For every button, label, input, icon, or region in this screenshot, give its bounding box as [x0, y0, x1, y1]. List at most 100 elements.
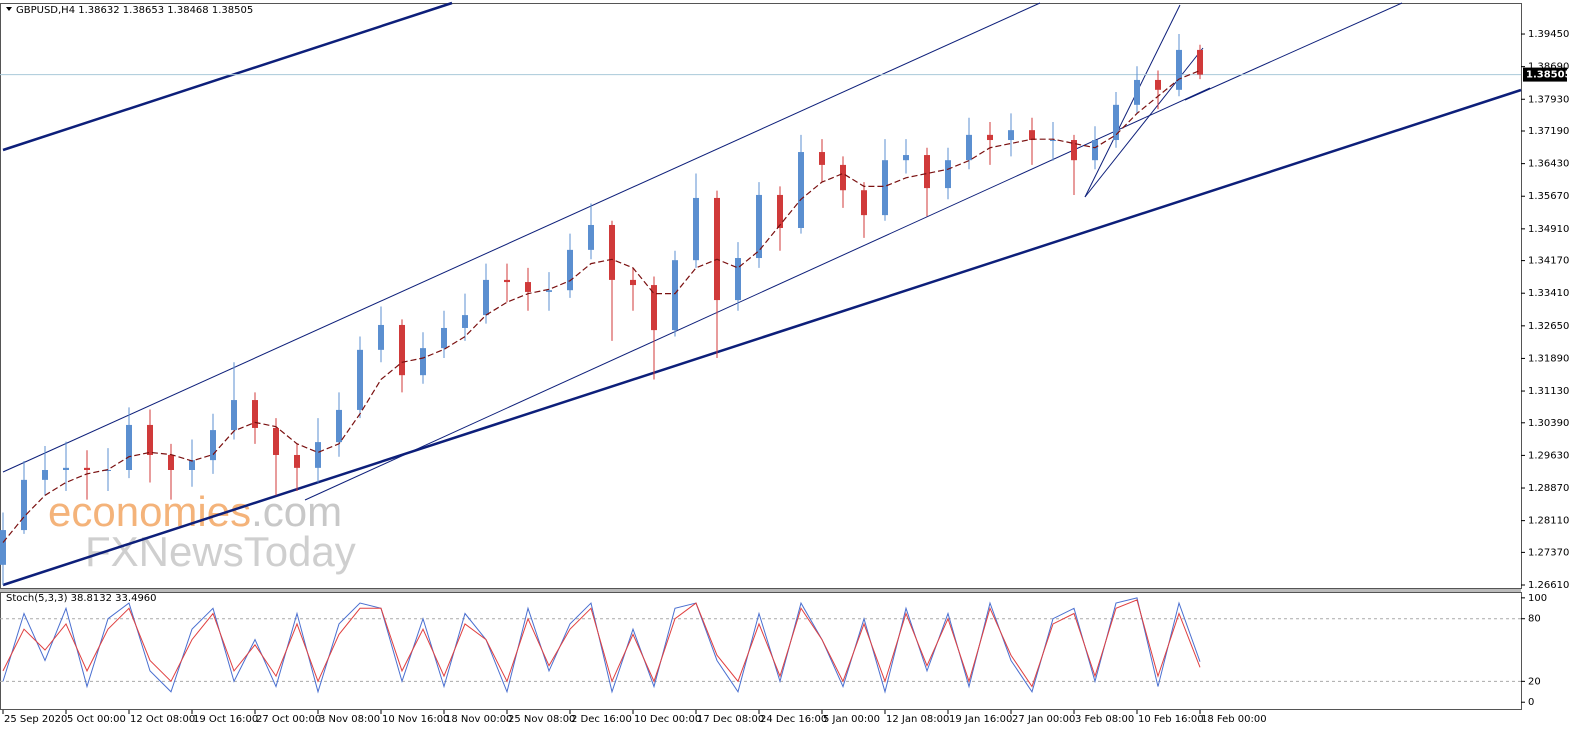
candle-body — [168, 454, 174, 470]
stoch-line — [2, 599, 1201, 688]
price-label: 1.38505 — [1526, 70, 1572, 81]
watermark: economies.com — [48, 488, 342, 535]
y-tick-label: 1.31890 — [1528, 353, 1569, 364]
candle-body — [1092, 140, 1098, 161]
candle-body — [588, 224, 594, 250]
candle-body — [1113, 104, 1119, 141]
candle-body — [126, 424, 132, 470]
y-tick-label: 1.39450 — [1528, 29, 1569, 40]
menu-arrow[interactable] — [6, 7, 12, 11]
candle-body — [105, 469, 111, 471]
separator — [0, 589, 1521, 592]
x-tick-label: 19 Jan 16:00 — [949, 714, 1012, 725]
trendline — [1184, 2, 1403, 101]
candle-body — [903, 155, 909, 161]
y-tick-label: 20 — [1528, 676, 1541, 687]
candle-body — [861, 190, 867, 216]
x-tick-label: 10 Feb 16:00 — [1138, 714, 1204, 725]
candle-body — [945, 160, 951, 189]
candle-body — [147, 424, 153, 455]
candle-body — [1134, 79, 1140, 105]
y-tick-label: 100 — [1528, 593, 1547, 604]
x-tick-label: 19 Oct 16:00 — [193, 714, 258, 725]
candle-body — [840, 164, 846, 191]
candle-body — [546, 290, 552, 292]
y-tick-label: 1.38690 — [1528, 62, 1569, 73]
candle-body — [924, 155, 930, 189]
candle-body — [609, 224, 615, 280]
candle-body — [441, 327, 447, 349]
y-tick-label: 80 — [1528, 614, 1541, 625]
candle-body — [756, 194, 762, 259]
x-tick-label: 5 Oct 00:00 — [67, 714, 126, 725]
candle-body — [882, 160, 888, 216]
x-tick-label: 17 Dec 08:00 — [697, 714, 764, 725]
candle-body — [315, 442, 321, 468]
trendline — [2, 88, 1522, 587]
candle-body — [1071, 140, 1077, 161]
candle-body — [63, 467, 69, 470]
y-tick-label: 1.28870 — [1528, 483, 1569, 494]
candle-body — [483, 279, 489, 316]
price-label-box — [1523, 67, 1567, 82]
y-tick-label: 1.37190 — [1528, 126, 1569, 137]
trendline — [1084, 47, 1204, 198]
candle-body — [42, 469, 48, 480]
y-tick-label: 1.37930 — [1528, 94, 1569, 105]
candle-body — [1197, 49, 1203, 75]
candle-body — [84, 467, 90, 470]
candle-body — [525, 282, 531, 292]
watermark-part: .com — [251, 488, 342, 535]
candle-body — [735, 258, 741, 301]
candle-body — [651, 285, 657, 331]
candle-body — [672, 260, 678, 331]
x-tick-label: 25 Nov 08:00 — [508, 714, 575, 725]
candle-body — [252, 400, 258, 428]
x-tick-label: 18 Feb 00:00 — [1201, 714, 1267, 725]
candle-body — [630, 279, 636, 286]
x-tick-label: 3 Feb 08:00 — [1075, 714, 1134, 725]
x-tick-label: 10 Nov 16:00 — [382, 714, 449, 725]
main-frame — [0, 3, 1522, 589]
x-tick-label: 18 Nov 00:00 — [445, 714, 512, 725]
x-tick-label: 12 Jan 08:00 — [886, 714, 949, 725]
candle-body — [273, 427, 279, 455]
watermark: FXNewsToday — [85, 528, 356, 575]
y-tick-label: 1.34170 — [1528, 256, 1569, 267]
candle-body — [0, 530, 6, 565]
candle-body — [1050, 140, 1056, 142]
y-tick-label: 1.35670 — [1528, 191, 1569, 202]
chart-title: GBPUSD,H4 1.38632 1.38653 1.38468 1.3850… — [16, 5, 253, 16]
x-tick-label: 27 Jan 00:00 — [1012, 714, 1075, 725]
candle-body — [819, 152, 825, 165]
watermark-part: economies — [48, 488, 251, 535]
candle-body — [420, 348, 426, 376]
x-tick-label: 10 Dec 00:00 — [634, 714, 701, 725]
x-tick-label: 27 Oct 00:00 — [256, 714, 321, 725]
trendline — [304, 87, 1211, 501]
candle-body — [1008, 130, 1014, 141]
x-tick-label: 5 Jan 00:00 — [823, 714, 880, 725]
y-tick-label: 1.28110 — [1528, 516, 1569, 527]
y-tick-label: 1.27370 — [1528, 547, 1569, 558]
candle-body — [798, 152, 804, 228]
candle-body — [504, 279, 510, 283]
x-tick-label: 2 Dec 16:00 — [571, 714, 632, 725]
candle-body — [987, 134, 993, 141]
candle-body — [714, 197, 720, 301]
y-tick-label: 1.32650 — [1528, 321, 1569, 332]
trendline — [2, 2, 1041, 473]
stoch-frame — [0, 592, 1522, 710]
moving-average — [2, 69, 1201, 543]
y-tick-label: 1.36430 — [1528, 159, 1569, 170]
candle-body — [231, 400, 237, 431]
trendlines — [2, 1, 1522, 587]
candle-body — [378, 324, 384, 350]
candle-body — [189, 460, 195, 470]
y-tick-label: 1.26610 — [1528, 580, 1569, 591]
candle-body — [399, 324, 405, 376]
y-tick-label: 1.30390 — [1528, 418, 1569, 429]
y-tick-label: 1.29630 — [1528, 450, 1569, 461]
